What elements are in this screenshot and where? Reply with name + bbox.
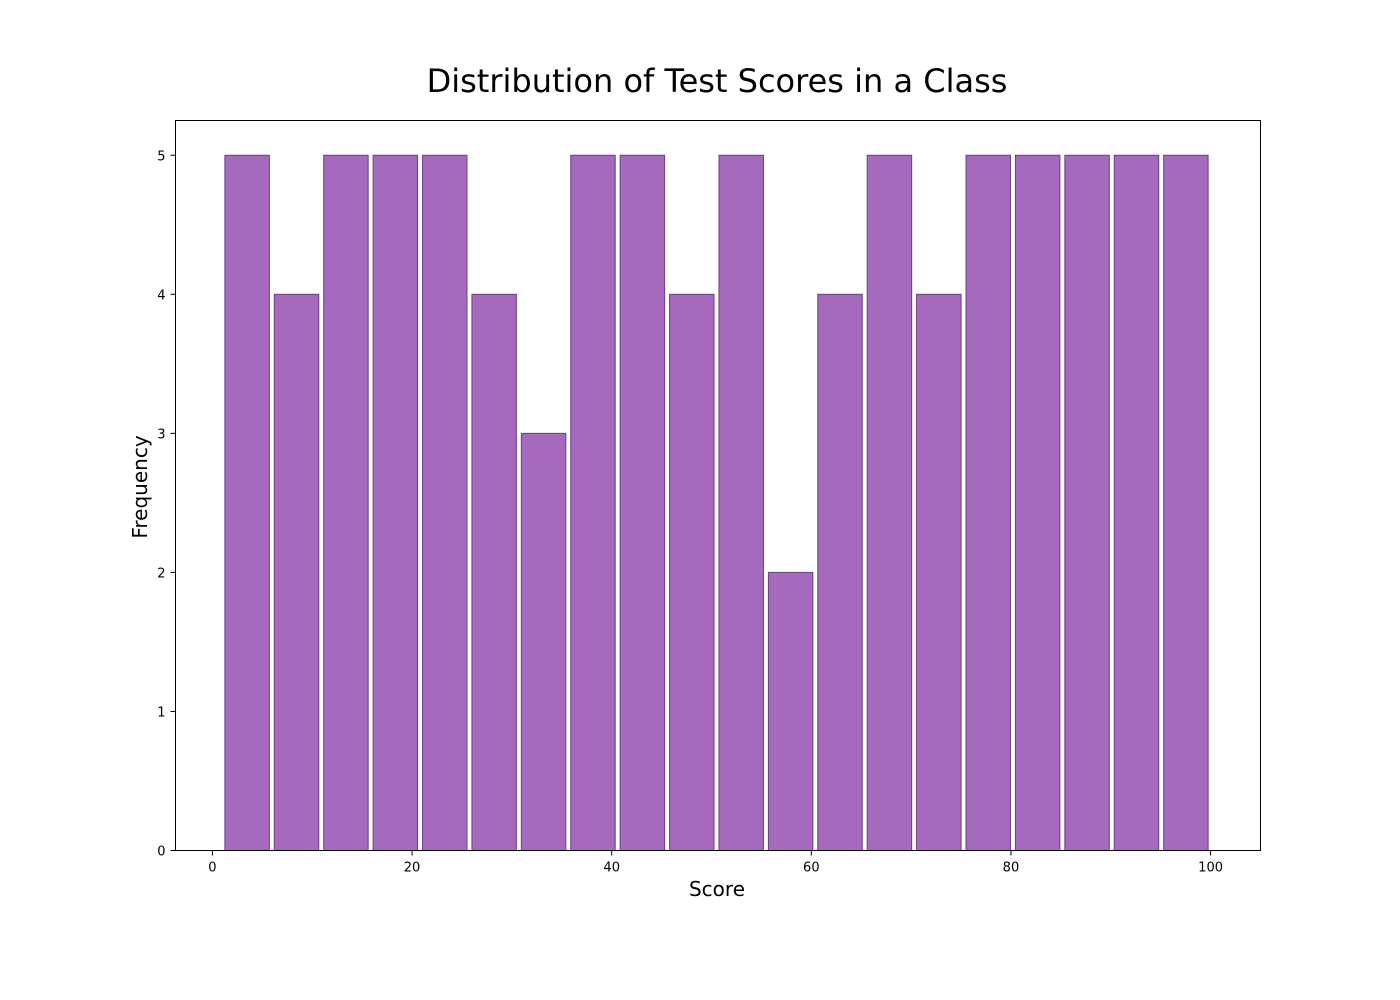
histogram-bar — [965, 154, 1011, 851]
y-tick-label: 0 — [157, 845, 165, 860]
histogram-bar — [817, 293, 863, 851]
y-tick-label: 3 — [157, 427, 165, 442]
x-tick-label: 100 — [1198, 861, 1223, 876]
histogram-bar — [866, 154, 913, 851]
histogram-bar — [767, 571, 814, 852]
histogram-bar — [1163, 154, 1209, 851]
y-tick-label: 5 — [157, 149, 165, 164]
x-axis-label: Score — [689, 877, 745, 901]
x-axis: 0 20 40 60 80 100 — [208, 850, 1223, 876]
x-tick-label: 60 — [803, 861, 820, 876]
y-tick-label: 4 — [157, 288, 165, 303]
histogram-bar — [718, 154, 764, 851]
plot-frame — [175, 120, 1261, 851]
y-axis: 0 1 2 3 4 5 — [157, 149, 176, 860]
histogram-bar — [471, 293, 517, 851]
y-axis-label: Frequency — [128, 435, 152, 538]
histogram-bar — [570, 154, 616, 851]
histogram-bar — [916, 293, 962, 851]
histogram-bar — [323, 154, 369, 851]
histogram-bar — [619, 154, 666, 851]
y-tick-label: 1 — [157, 705, 165, 720]
bars-layer — [224, 154, 1209, 852]
x-tick-label: 20 — [404, 861, 421, 876]
x-tick-label: 40 — [603, 861, 620, 876]
histogram-bar — [224, 154, 270, 851]
histogram-bar — [1113, 154, 1160, 851]
histogram-bar — [669, 293, 715, 851]
histogram-bar — [372, 154, 419, 851]
histogram-bar — [1014, 154, 1061, 851]
histogram-bar — [520, 432, 567, 851]
x-tick-label: 0 — [208, 861, 216, 876]
histogram-bar — [422, 154, 468, 851]
y-tick-label: 2 — [157, 566, 165, 581]
histogram-bar — [273, 293, 320, 851]
x-tick-label: 80 — [1003, 861, 1020, 876]
histogram-bar — [1064, 154, 1110, 851]
chart-title: Distribution of Test Scores in a Class — [427, 62, 1008, 100]
